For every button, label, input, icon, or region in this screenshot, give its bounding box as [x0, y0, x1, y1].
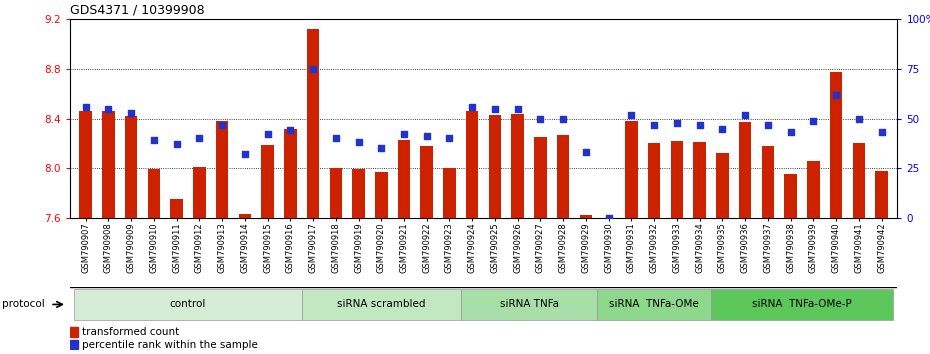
Bar: [716, 153, 728, 218]
Bar: [239, 214, 251, 218]
Point: [442, 136, 457, 141]
Bar: [579, 215, 592, 218]
Bar: [625, 121, 638, 218]
Bar: [784, 174, 797, 218]
Text: control: control: [170, 299, 206, 309]
Point: [874, 130, 889, 135]
Point: [624, 112, 639, 118]
Point: [556, 116, 571, 121]
FancyBboxPatch shape: [74, 289, 301, 320]
Bar: [148, 169, 160, 218]
Bar: [466, 111, 478, 218]
Point: [396, 132, 411, 137]
Bar: [70, 326, 78, 337]
Point: [192, 136, 206, 141]
Bar: [853, 143, 865, 218]
Point: [533, 116, 548, 121]
Bar: [694, 142, 706, 218]
Text: siRNA  TNFa-OMe-P: siRNA TNFa-OMe-P: [752, 299, 852, 309]
Point: [352, 139, 366, 145]
Bar: [534, 137, 547, 218]
Point: [692, 122, 707, 127]
Text: siRNA  TNFa-OMe: siRNA TNFa-OMe: [609, 299, 699, 309]
Bar: [193, 167, 206, 218]
Bar: [375, 172, 388, 218]
Bar: [170, 199, 183, 218]
Text: protocol: protocol: [2, 299, 45, 309]
Bar: [738, 122, 751, 218]
FancyBboxPatch shape: [597, 289, 711, 320]
Text: siRNA scrambled: siRNA scrambled: [337, 299, 426, 309]
FancyBboxPatch shape: [711, 289, 893, 320]
Bar: [79, 111, 92, 218]
Bar: [398, 139, 410, 218]
Point: [829, 92, 844, 98]
Point: [806, 118, 821, 124]
Text: transformed count: transformed count: [82, 327, 179, 337]
Bar: [807, 161, 819, 218]
Point: [101, 106, 116, 112]
Point: [283, 128, 298, 133]
Bar: [762, 146, 774, 218]
Bar: [329, 168, 342, 218]
Point: [419, 133, 434, 139]
Bar: [216, 121, 229, 218]
Point: [78, 104, 93, 109]
Point: [851, 116, 866, 121]
Point: [124, 110, 139, 115]
Bar: [261, 145, 273, 218]
Point: [511, 106, 525, 112]
Bar: [671, 141, 684, 218]
Text: siRNA TNFa: siRNA TNFa: [499, 299, 559, 309]
Point: [487, 106, 502, 112]
Bar: [557, 135, 569, 218]
Bar: [284, 129, 297, 218]
Text: percentile rank within the sample: percentile rank within the sample: [82, 339, 258, 350]
FancyBboxPatch shape: [301, 289, 461, 320]
Point: [578, 149, 593, 155]
Bar: [420, 146, 433, 218]
Point: [260, 132, 275, 137]
Point: [670, 120, 684, 125]
Point: [169, 142, 184, 147]
Point: [715, 126, 730, 131]
Point: [646, 122, 661, 127]
Bar: [875, 171, 888, 218]
Bar: [489, 115, 501, 218]
Point: [761, 122, 776, 127]
Point: [601, 215, 616, 221]
Text: GDS4371 / 10399908: GDS4371 / 10399908: [70, 4, 205, 17]
Point: [146, 138, 161, 143]
Point: [783, 130, 798, 135]
Point: [237, 152, 252, 157]
Point: [328, 136, 343, 141]
Bar: [648, 143, 660, 218]
Bar: [830, 72, 843, 218]
Point: [374, 145, 389, 151]
Point: [306, 66, 321, 72]
Point: [465, 104, 480, 109]
Bar: [125, 116, 138, 218]
Bar: [102, 111, 114, 218]
Bar: [307, 29, 319, 218]
Point: [737, 112, 752, 118]
Bar: [444, 168, 456, 218]
FancyBboxPatch shape: [461, 289, 597, 320]
Bar: [70, 340, 78, 349]
Bar: [352, 169, 365, 218]
Bar: [512, 114, 524, 218]
Point: [215, 122, 230, 127]
